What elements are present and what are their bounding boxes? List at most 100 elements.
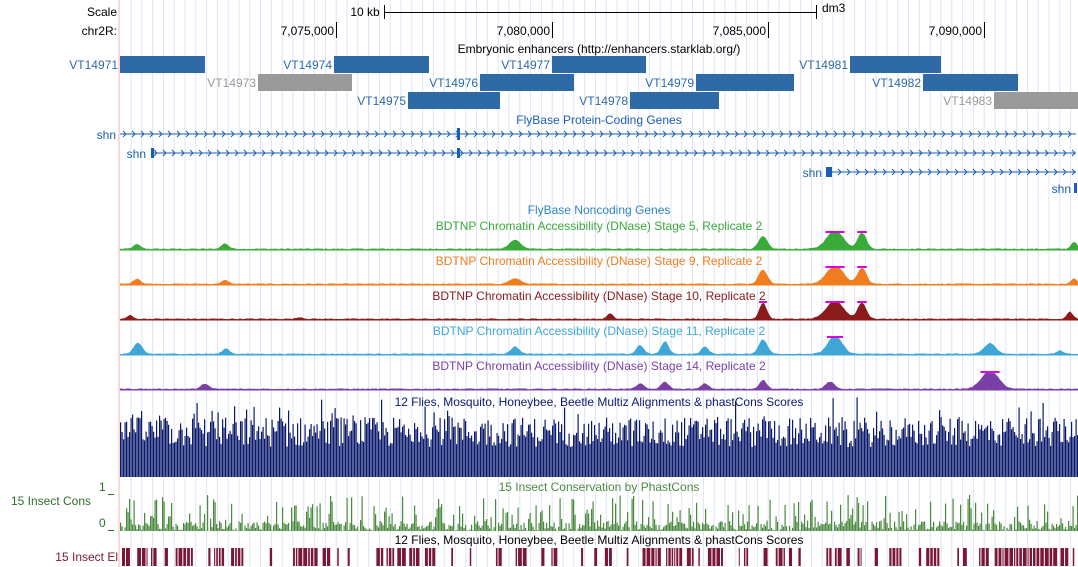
enhancer-vt14973[interactable] [258,74,352,91]
conserved-element [231,548,235,566]
enhancer-label-vt14971[interactable]: VT14971 [69,58,118,72]
enhancer-vt14982[interactable] [923,74,1018,91]
enhancer-vt14971[interactable] [120,56,205,73]
coding-genes-track-title[interactable]: FlyBase Protein-Coding Genes [516,113,682,127]
dnase-stage5-title[interactable]: BDTNP Chromatin Accessibility (DNase) St… [435,219,763,233]
conservation-bar [207,495,209,531]
multiz-bar [978,424,980,477]
dnase-stage14-title[interactable]: BDTNP Chromatin Accessibility (DNase) St… [432,359,766,373]
conservation-bar [195,523,197,531]
conserved-element [671,548,674,566]
conservation-bar [1057,526,1059,531]
multiz-track-title[interactable]: 12 Flies, Mosquito, Honeybee, Beetle Mul… [394,395,804,409]
conservation-bar [987,503,989,531]
strand-arrow [1026,149,1031,157]
dnase-stage9-title[interactable]: BDTNP Chromatin Accessibility (DNase) St… [435,254,763,268]
noncoding-genes-track-title[interactable]: FlyBase Noncoding Genes [527,203,671,217]
multiz-bar [766,438,768,477]
multiz-bar [460,427,462,477]
conservation-bar [553,522,555,531]
multiz-bar [844,421,846,477]
conservation-bar [888,528,890,531]
multiz-bar [172,443,174,477]
enhancer-vt14983[interactable] [994,92,1078,109]
multiz-bar [564,407,566,477]
enhancer-label-vt14982[interactable]: VT14982 [872,76,921,90]
strand-arrow [833,130,838,138]
conserved-element [604,548,608,566]
enhancer-label-vt14975[interactable]: VT14975 [357,94,406,108]
multiz-bar [688,425,690,477]
insect-el-track-title[interactable]: 12 Flies, Mosquito, Honeybee, Beetle Mul… [394,533,804,547]
conservation-bar [997,530,999,531]
conservation-bar [921,521,923,531]
multiz-bar [168,424,170,477]
gene-label-shn[interactable]: shn [126,147,146,161]
enhancer-vt14978[interactable] [630,92,719,109]
conservation-bar [301,526,303,531]
conservation-bar [562,529,564,531]
multiz-bar [591,421,593,477]
strand-arrow [729,149,734,157]
multiz-bar [483,428,485,477]
conserved-element [208,548,211,566]
multiz-bar [271,419,273,477]
conservation-bar [270,524,272,531]
conservation-bar [769,499,771,531]
multiz-bar [696,420,698,477]
multiz-bar [1042,402,1044,477]
enhancer-label-vt14977[interactable]: VT14977 [501,58,550,72]
multiz-bar [1063,418,1065,477]
conservation-bar [973,523,975,531]
multiz-bar [283,426,285,477]
multiz-bar [724,439,726,477]
conservation-bar [622,526,624,531]
enhancer-vt14979[interactable] [696,74,794,91]
enhancer-label-vt14981[interactable]: VT14981 [799,58,848,72]
strand-arrow [225,149,230,157]
multiz-bar [907,424,909,477]
conservation-bar [955,521,957,531]
multiz-bar [877,438,879,477]
enhancer-vt14974[interactable] [334,56,429,73]
conservation-bar [264,521,266,531]
insect-cons-track-title[interactable]: 15 Insect Conservation by PhastCons [498,480,700,494]
enhancers-track-title[interactable]: Embryonic enhancers (http://enhancers.st… [457,42,741,56]
gene-label-shn[interactable]: shn [1051,182,1071,196]
enhancer-vt14976[interactable] [480,74,574,91]
strand-arrow [347,130,352,138]
multiz-bar [981,425,983,477]
conservation-bar [268,523,270,531]
gene-label-shn[interactable]: shn [96,128,116,142]
enhancer-label-vt14978[interactable]: VT14978 [579,94,628,108]
multiz-bar [988,440,990,477]
conservation-bar [822,524,824,531]
multiz-bar [795,428,797,477]
multiz-bar [643,435,645,477]
multiz-bar [601,438,603,477]
conserved-element [515,548,518,566]
enhancer-label-vt14973[interactable]: VT14973 [207,76,256,90]
gene-label-shn[interactable]: shn [802,166,822,180]
multiz-bar [1041,441,1043,477]
conservation-bar [519,529,521,531]
enhancer-label-vt14976[interactable]: VT14976 [429,76,478,90]
insect-cons-side-label[interactable]: 15 Insect Cons [10,494,91,508]
enhancer-label-vt14974[interactable]: VT14974 [283,58,332,72]
strand-arrow [968,130,973,138]
insect-el-side-label[interactable]: 15 Insect El [55,550,118,564]
dnase-stage10-title[interactable]: BDTNP Chromatin Accessibility (DNase) St… [432,289,766,303]
conservation-bar [655,525,657,531]
enhancer-vt14975[interactable] [408,92,500,109]
multiz-bar [412,441,414,477]
enhancer-vt14981[interactable] [850,56,941,73]
multiz-bar [537,437,539,477]
dnase-stage11-title[interactable]: BDTNP Chromatin Accessibility (DNase) St… [432,324,766,338]
enhancer-label-vt14983[interactable]: VT14983 [943,94,992,108]
multiz-bar [726,421,728,477]
conservation-bar [756,523,758,531]
multiz-bar [1051,431,1053,477]
enhancer-vt14977[interactable] [552,56,646,73]
enhancer-label-vt14979[interactable]: VT14979 [645,76,694,90]
